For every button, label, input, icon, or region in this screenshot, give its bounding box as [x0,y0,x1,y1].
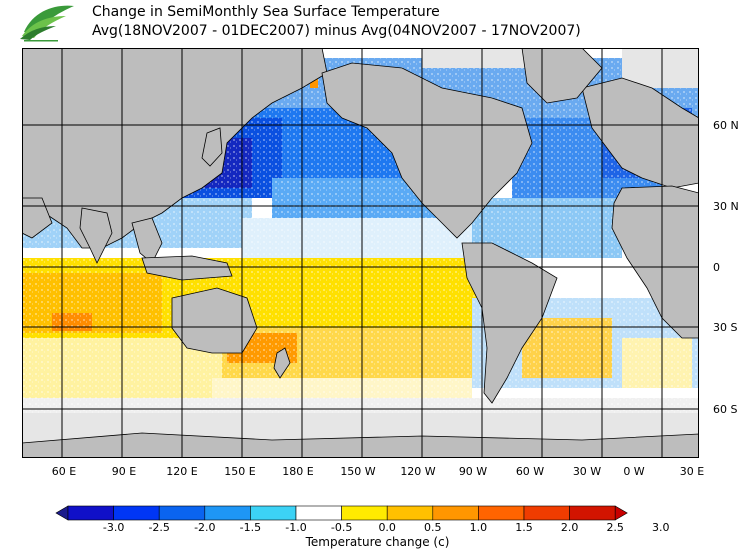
legend-swatch [386,505,434,521]
lon-label-90e: 90 E [111,465,137,478]
lon-label-60w: 60 W [515,465,545,478]
lon-label-30e: 30 E [679,465,705,478]
legend-tick-label: -1.0 [285,521,307,534]
legend-tick-label: -1.5 [239,521,262,534]
lat-label-30s: 30 S [713,321,738,334]
lon-label-180e: 180 E [282,465,314,478]
land-indonesia [141,255,233,281]
noaa-leaf-logo-icon [20,5,74,42]
legend-tick-label: 0.5 [424,521,442,534]
graticule [22,48,699,458]
land-india [79,207,113,264]
legend-swatch [113,505,160,521]
legend-tick-label: 1.0 [469,521,488,534]
lon-label-30w: 30 W [572,465,602,478]
legend-swatch [341,505,388,521]
land-new-zealand [273,347,291,379]
sst-map [22,48,699,458]
lat-label-60n: 60 N [713,119,739,132]
legend-swatch [478,505,525,521]
lon-label-90w: 90 W [458,465,488,478]
lon-label-0w: 0 W [623,465,645,478]
land-se-asia [131,217,163,264]
legend-tick-label: 1.5 [515,521,533,534]
legend-swatch [295,505,342,521]
lon-label-120w: 120 W [400,465,436,478]
lon-label-150w: 150 W [340,465,376,478]
land-antarctica [22,432,699,458]
map-subtitle: Avg(18NOV2007 - 01DEC2007) minus Avg(04N… [92,23,581,39]
land-arabia [22,197,53,239]
legend-tick-label: -2.5 [148,521,170,534]
legend-swatch [523,505,570,521]
legend-swatch [204,505,251,521]
legend-arrow-left [55,505,69,521]
header: Change in SemiMonthly Sea Surface Temper… [0,0,755,48]
lon-label-60e: 60 E [51,465,77,478]
legend-colorbar [55,505,628,521]
legend-tick-label: 3.0 [652,521,670,534]
lon-label-150e: 150 E [224,465,256,478]
legend-swatch [158,505,206,521]
legend-swatch [67,505,114,521]
legend-tick-label: 2.5 [606,521,624,534]
legend-tick-label: -0.5 [330,521,353,534]
map-title: Change in SemiMonthly Sea Surface Temper… [92,4,440,20]
land-europe-west [581,77,699,189]
legend-tick-label: 0.0 [378,521,396,534]
lat-label-30n: 30 N [713,200,739,213]
legend-title: Temperature change (c) [305,535,450,549]
land-north-america [321,62,533,239]
legend-tick-label: 2.0 [560,521,579,534]
legend-arrow-right [614,505,628,521]
lat-label-60s: 60 S [713,403,738,416]
legend-swatch [250,505,297,521]
land-australia [171,287,258,354]
lat-label-0: 0 [713,261,720,274]
legend-tick-label: -3.0 [102,521,125,534]
land-japan [201,127,223,167]
legend-swatch [569,505,616,521]
legend-tick-label: -2.0 [194,521,216,534]
color-legend [0,500,755,560]
legend-swatch [432,505,479,521]
land-masses [22,48,699,458]
lon-label-120e: 120 E [166,465,198,478]
